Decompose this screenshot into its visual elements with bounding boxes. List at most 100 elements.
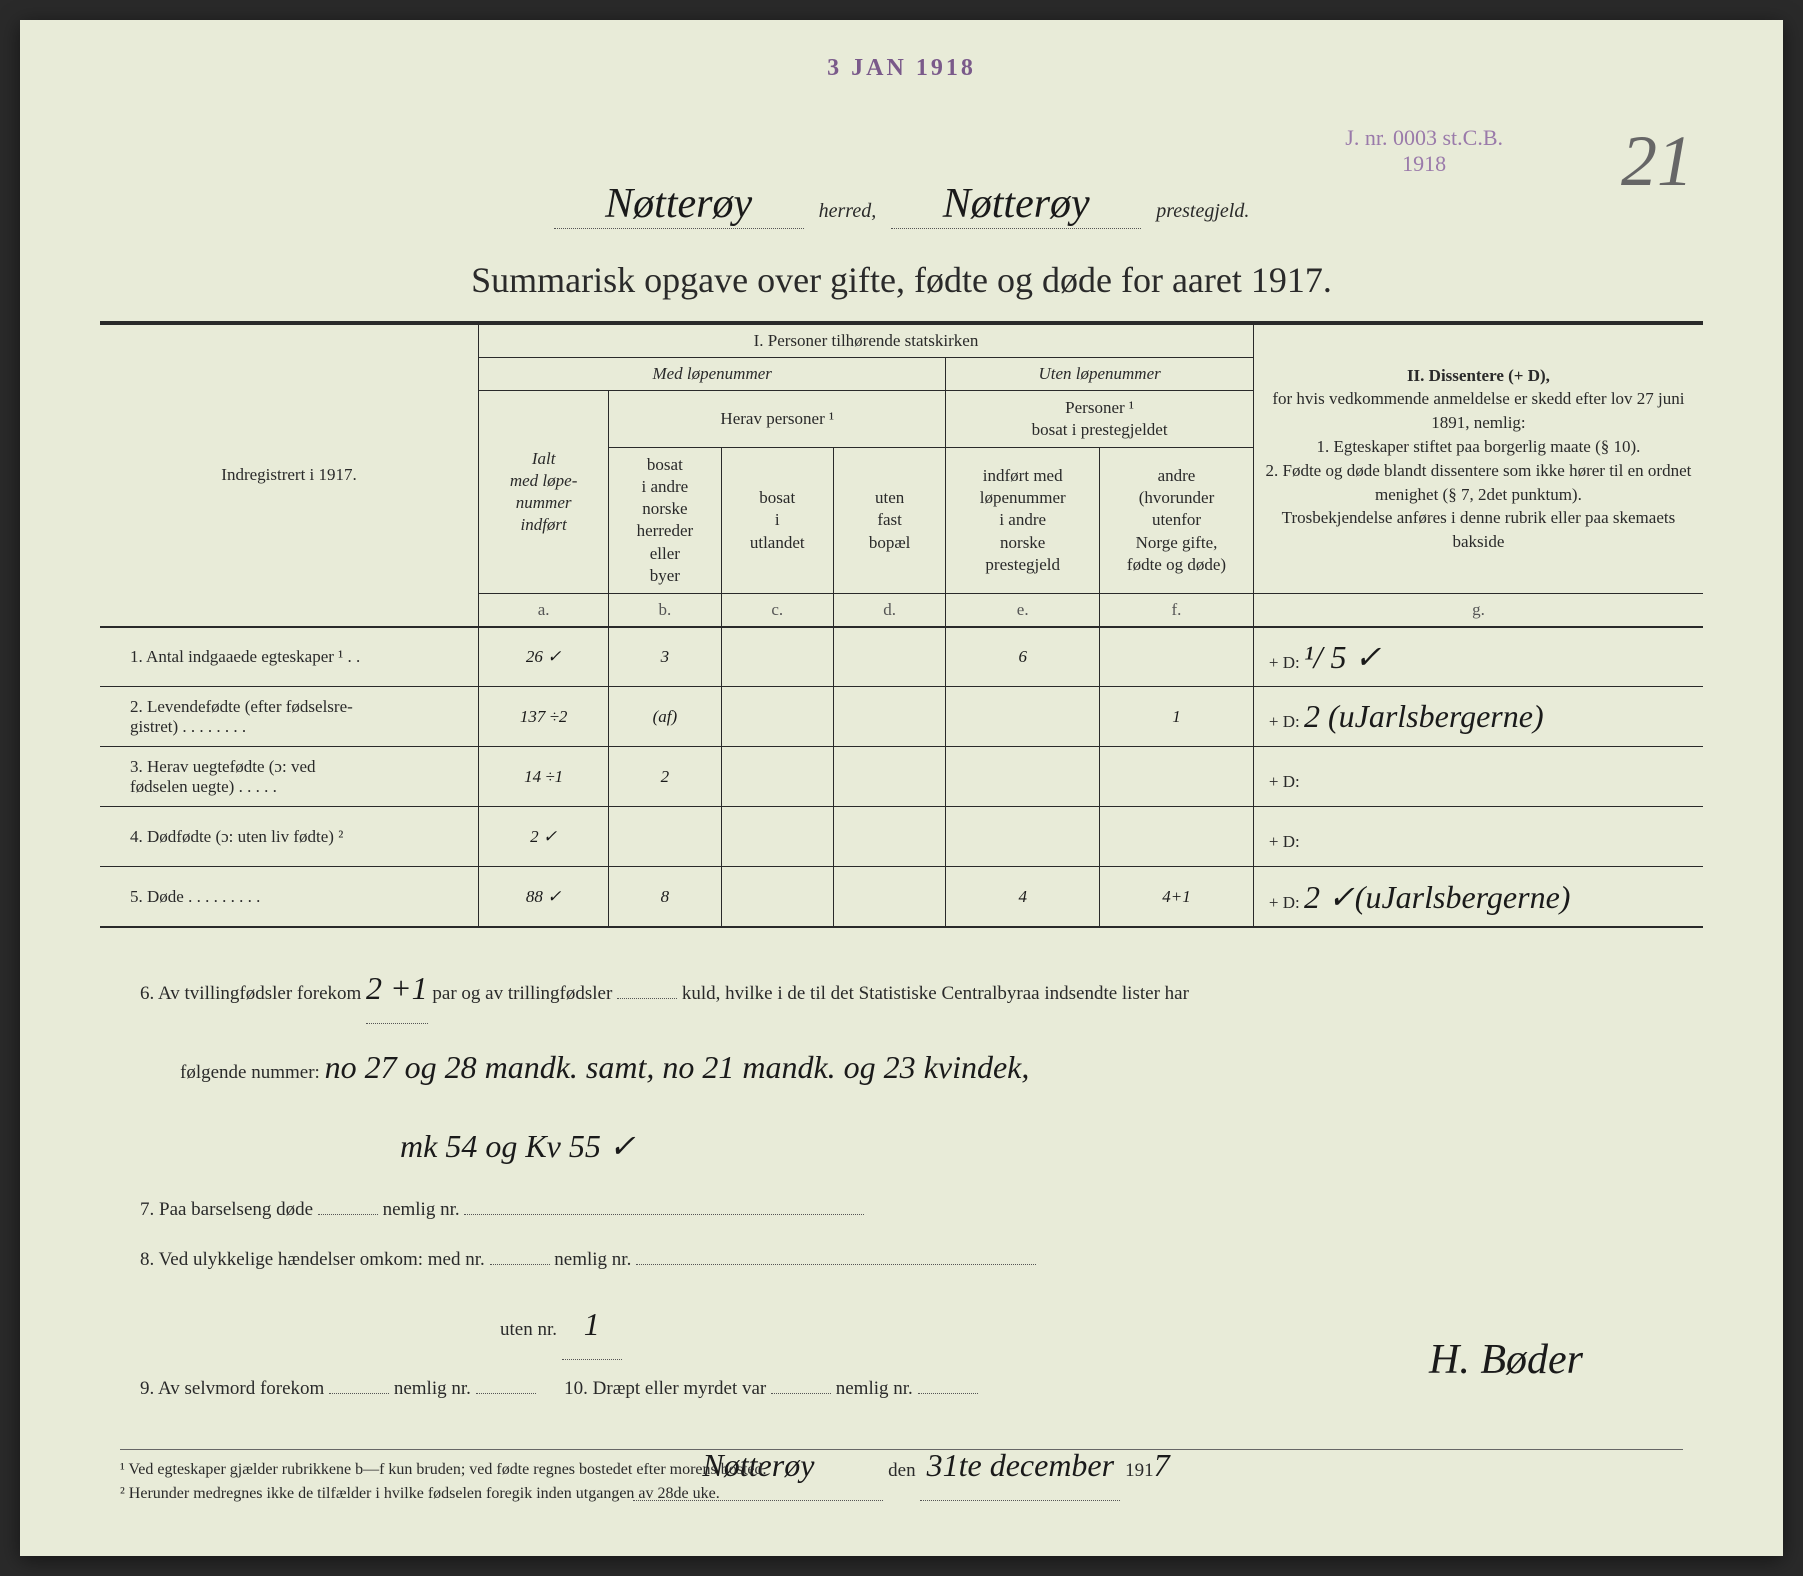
- cell-f: [1100, 807, 1254, 867]
- med-lopenummer: Med løpenummer: [479, 358, 946, 391]
- footnote-2: ² Herunder medregnes ikke de tilfælder i…: [120, 1482, 1683, 1506]
- letter-f: f.: [1100, 593, 1254, 627]
- cell-c: [721, 687, 833, 747]
- n6-val1: 2 +1: [366, 953, 428, 1024]
- letter-e: e.: [946, 593, 1100, 627]
- cell-g: + D: 2 ✓(uJarlsbergerne): [1253, 867, 1703, 927]
- note-6-line3: mk 54 og Kv 55 ✓: [140, 1111, 1663, 1181]
- cell-a: 2 ✓: [479, 807, 609, 867]
- n7-pre: 7. Paa barselseng døde: [140, 1199, 313, 1220]
- n8b-val: 1: [562, 1289, 622, 1360]
- table-row: 5. Døde . . . . . . . . . 88 ✓ 8 4 4+1 +…: [100, 867, 1703, 927]
- cell-f: [1100, 627, 1254, 687]
- herred-label: herred,: [819, 200, 877, 223]
- row-label: 1. Antal indgaaede egteskaper ¹ . .: [100, 627, 479, 687]
- cell-d: [833, 627, 945, 687]
- cell-f: 4+1: [1100, 867, 1254, 927]
- n8-pre: 8. Ved ulykkelige hændelser omkom: med n…: [140, 1249, 485, 1270]
- note-7: 7. Paa barselseng døde nemlig nr.: [140, 1189, 1663, 1231]
- cell-c: [721, 807, 833, 867]
- main-table: Indregistrert i 1917. I. Personer tilhør…: [100, 321, 1703, 928]
- cell-g: + D: 2 (uJarlsbergerne): [1253, 687, 1703, 747]
- cell-e: [946, 687, 1100, 747]
- note-8: 8. Ved ulykkelige hændelser omkom: med n…: [140, 1239, 1663, 1281]
- cell-c: [721, 627, 833, 687]
- cell-c: [721, 747, 833, 807]
- date-stamp: 3 JAN 1918: [827, 55, 976, 82]
- table-row: 1. Antal indgaaede egteskaper ¹ . . 26 ✓…: [100, 627, 1703, 687]
- uten-lopenummer: Uten løpenummer: [946, 358, 1254, 391]
- n10-mid: nemlig nr.: [836, 1378, 913, 1399]
- table-row: 2. Levendefødte (efter fødselsre- gistre…: [100, 687, 1703, 747]
- n6-pre: 6. Av tvillingfødsler forekom: [140, 983, 361, 1004]
- section1-header: I. Personer tilhørende statskirken: [479, 323, 1254, 358]
- cell-d: [833, 867, 945, 927]
- cell-d: [833, 747, 945, 807]
- cell-c: [721, 867, 833, 927]
- table-row: 4. Dødfødte (ɔ: uten liv fødte) ² 2 ✓ + …: [100, 807, 1703, 867]
- n9-mid: nemlig nr.: [394, 1378, 471, 1399]
- n10-pre: 10. Dræpt eller myrdet var: [564, 1378, 766, 1399]
- row-label: 5. Døde . . . . . . . . .: [100, 867, 479, 927]
- indregistrert-label: Indregistrert i 1917.: [221, 465, 357, 484]
- note-6: 6. Av tvillingfødsler forekom 2 +1 par o…: [140, 953, 1663, 1024]
- cell-g: + D: ¹/ 5 ✓: [1253, 627, 1703, 687]
- cell-b: 8: [609, 867, 721, 927]
- dissenter-body: for hvis vedkommende anmeldelse er skedd…: [1262, 387, 1695, 554]
- n6-l2-val: no 27 og 28 mandk. samt, no 21 mandk. og…: [325, 1049, 1030, 1085]
- cell-a: 14 ÷1: [479, 747, 609, 807]
- section2-header: II. Dissentere (+ D), for hvis vedkommen…: [1253, 323, 1703, 593]
- herred-value: Nøtterøy: [554, 180, 804, 229]
- cell-d: [833, 807, 945, 867]
- letter-c: c.: [721, 593, 833, 627]
- n8b-pre: uten nr.: [500, 1319, 557, 1340]
- letter-d: d.: [833, 593, 945, 627]
- cell-a: 88 ✓: [479, 867, 609, 927]
- cell-a: 26 ✓: [479, 627, 609, 687]
- cell-b: 3: [609, 627, 721, 687]
- document-page: 3 JAN 1918 J. nr. 0003 st.C.B. 1918 21 N…: [20, 20, 1783, 1556]
- n6-l2-pre: følgende nummer:: [180, 1062, 320, 1083]
- row-label: 3. Herav uegtefødte (ɔ: ved fødselen ueg…: [100, 747, 479, 807]
- n6-val2: [617, 998, 677, 999]
- col-indregistrert: Indregistrert i 1917.: [100, 323, 479, 627]
- table-row: 3. Herav uegtefødte (ɔ: ved fødselen ueg…: [100, 747, 1703, 807]
- n7-mid: nemlig nr.: [383, 1199, 460, 1220]
- cell-a: 137 ÷2: [479, 687, 609, 747]
- letter-g: g.: [1253, 593, 1703, 627]
- prestegjeld-label: prestegjeld.: [1156, 200, 1249, 223]
- page-number: 21: [1621, 120, 1693, 203]
- cell-b: 2: [609, 747, 721, 807]
- cell-f: 1: [1100, 687, 1254, 747]
- personer-bosat: Personer ¹ bosat i prestegjeldet: [946, 391, 1254, 448]
- cell-g: + D:: [1253, 807, 1703, 867]
- n6-mid2: kuld, hvilke i de til det Statistiske Ce…: [682, 983, 1189, 1004]
- jnr-line1: J. nr. 0003 st.C.B.: [1345, 125, 1503, 150]
- n8-mid: nemlig nr.: [554, 1249, 631, 1270]
- letter-a: a.: [479, 593, 609, 627]
- jnr-line2: 1918: [1402, 151, 1446, 176]
- header-line: Nøtterøy herred, Nøtterøy prestegjeld.: [100, 180, 1703, 229]
- col-e-header: indført med løpenummer i andre norske pr…: [946, 448, 1100, 594]
- dissenter-title: II. Dissentere (+ D),: [1262, 364, 1695, 388]
- row-label: 4. Dødfødte (ɔ: uten liv fødte) ²: [100, 807, 479, 867]
- cell-b: [609, 807, 721, 867]
- n9-pre: 9. Av selvmord forekom: [140, 1378, 324, 1399]
- cell-f: [1100, 747, 1254, 807]
- cell-e: [946, 807, 1100, 867]
- prestegjeld-value: Nøtterøy: [891, 180, 1141, 229]
- note-6-line2: følgende nummer: no 27 og 28 mandk. samt…: [140, 1032, 1663, 1102]
- n6-mid1: par og av trillingfødsler: [432, 983, 612, 1004]
- notes-section: 6. Av tvillingfødsler forekom 2 +1 par o…: [100, 953, 1703, 1501]
- signature: H. Bøder: [1429, 1314, 1583, 1406]
- footnotes: ¹ Ved egteskaper gjælder rubrikkene b—f …: [120, 1449, 1683, 1506]
- cell-d: [833, 687, 945, 747]
- cell-e: [946, 747, 1100, 807]
- herav-personer: Herav personer ¹: [609, 391, 946, 448]
- main-title: Summarisk opgave over gifte, fødte og dø…: [100, 259, 1703, 301]
- col-c-header: bosat i utlandet: [721, 448, 833, 594]
- letter-b: b.: [609, 593, 721, 627]
- cell-b: (af): [609, 687, 721, 747]
- col-f-header: andre (hvorunder utenfor Norge gifte, fø…: [1100, 448, 1254, 594]
- jnr-stamp: J. nr. 0003 st.C.B. 1918: [1345, 125, 1503, 177]
